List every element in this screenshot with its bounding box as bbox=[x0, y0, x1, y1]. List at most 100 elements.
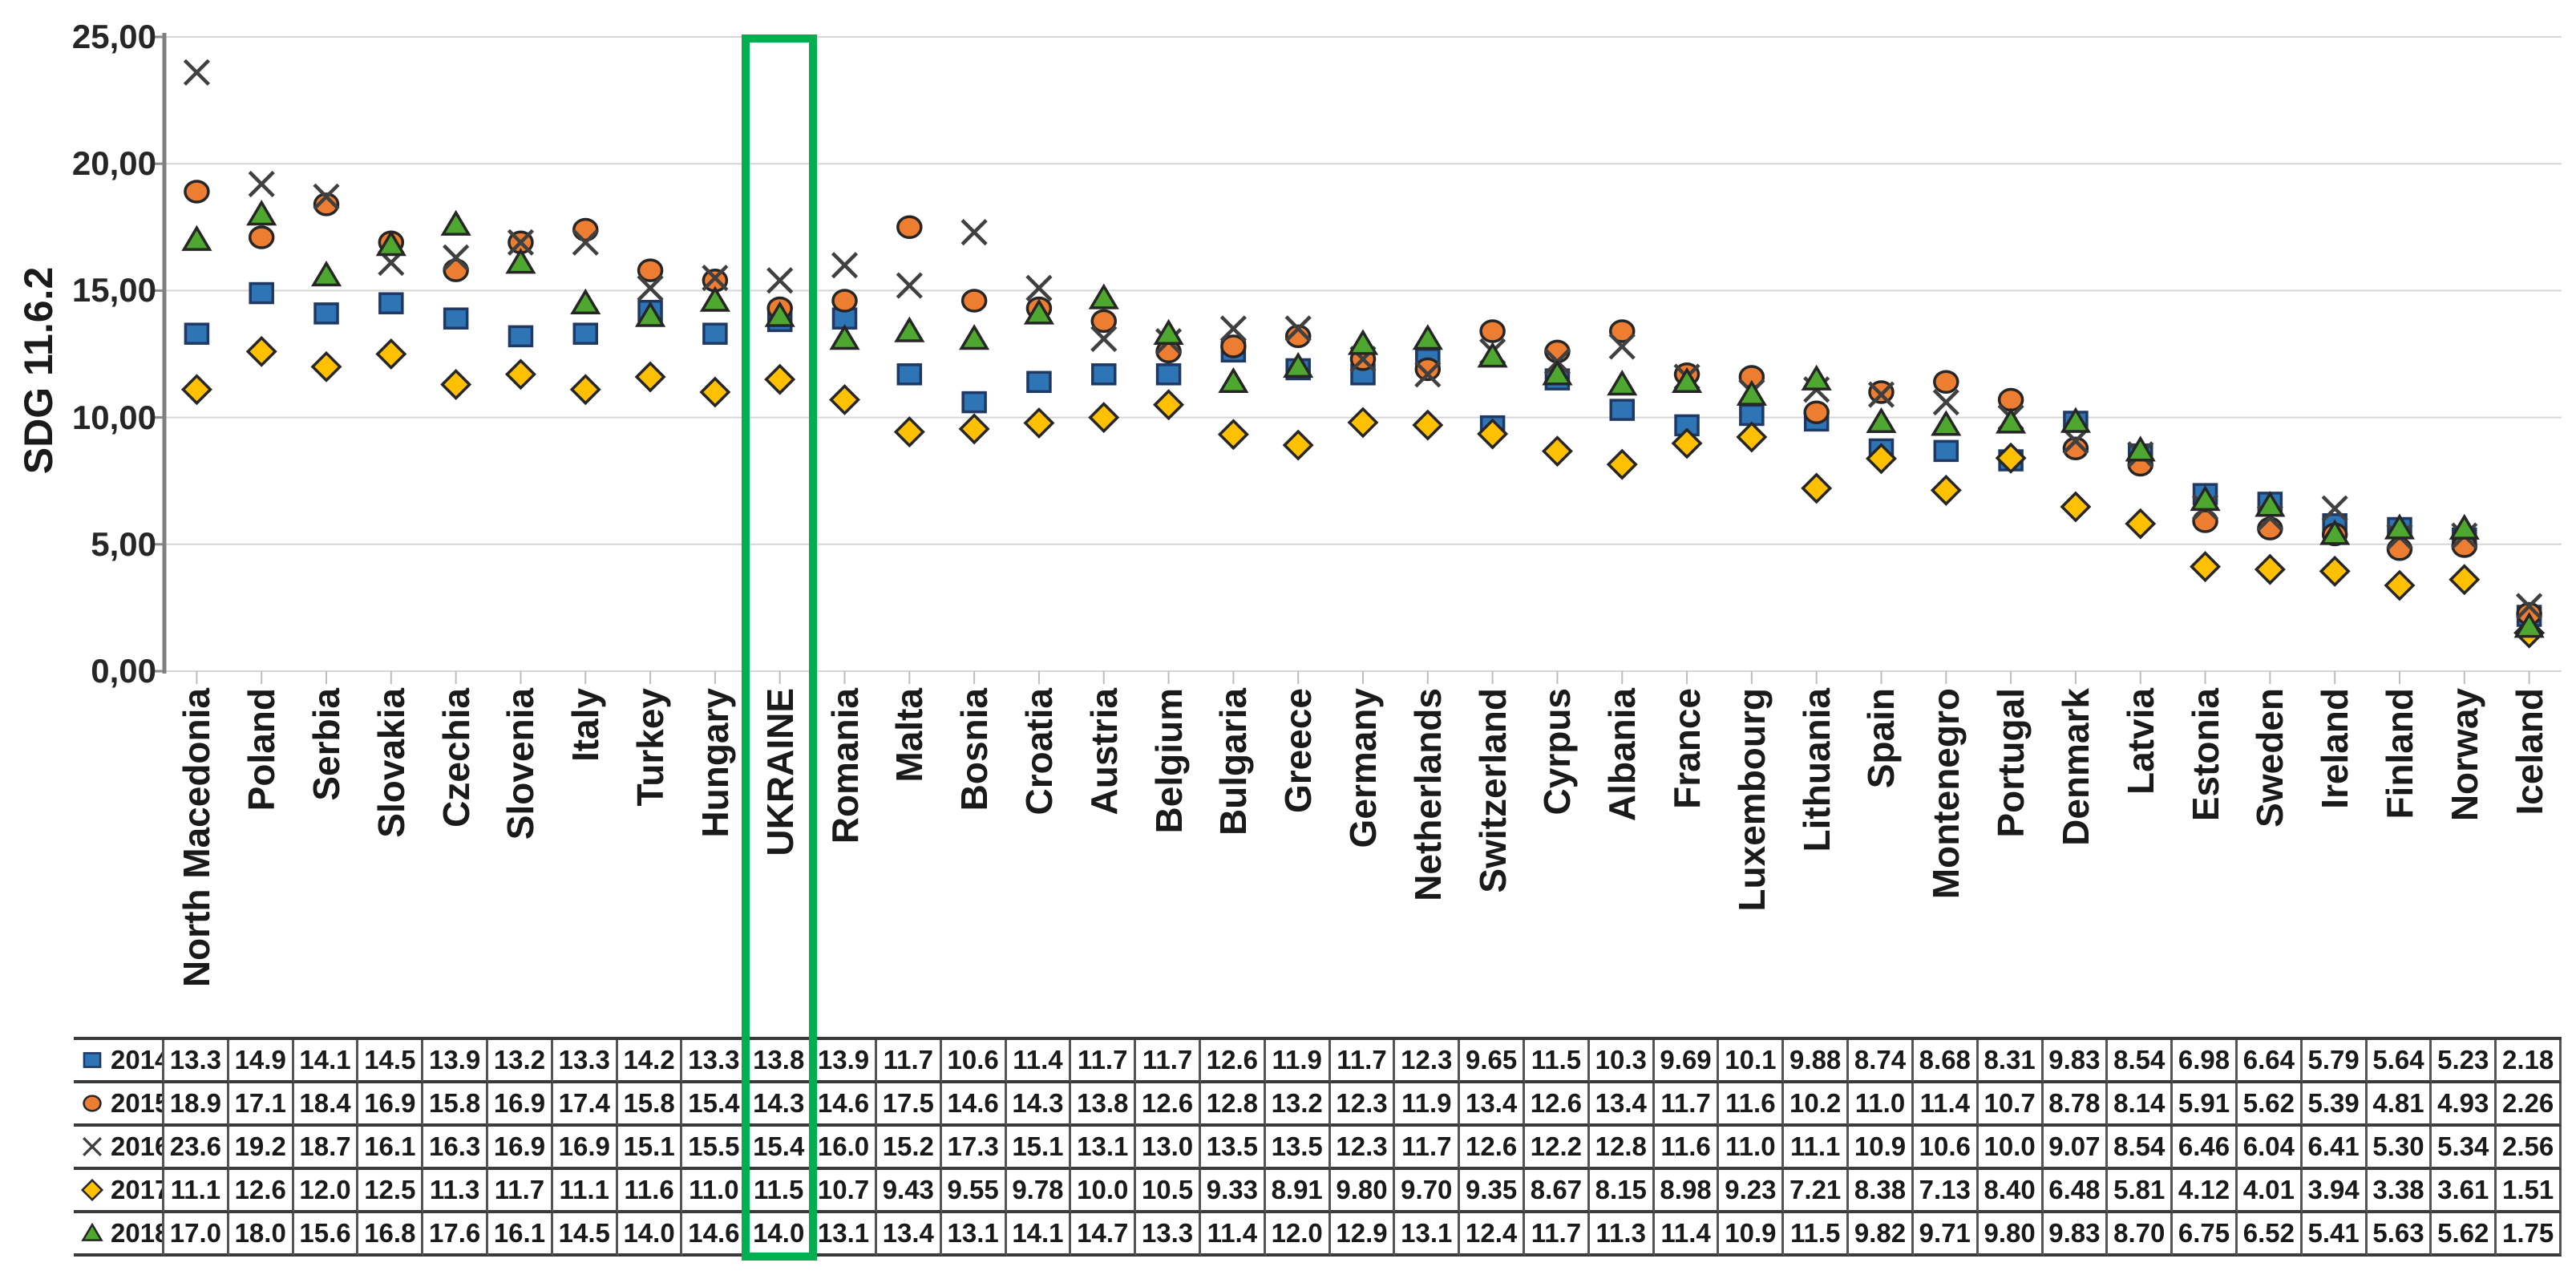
x-axis-label: Spain bbox=[1860, 688, 1903, 789]
table-cell: 11.7 bbox=[1654, 1083, 1720, 1127]
table-cell: 16.9 bbox=[358, 1083, 424, 1127]
y-tick-label: 15,00 bbox=[71, 271, 156, 310]
table-cell: 12.6 bbox=[1136, 1083, 1201, 1127]
table-cell: 8.67 bbox=[1525, 1170, 1590, 1213]
table-cell: 12.6 bbox=[1525, 1083, 1590, 1127]
table-cell: 17.6 bbox=[423, 1213, 489, 1257]
table-cell: 10.9 bbox=[1849, 1127, 1914, 1170]
y-tick-label: 20,00 bbox=[71, 144, 156, 183]
table-cell: 13.5 bbox=[1265, 1127, 1331, 1170]
table-cell: 11.5 bbox=[1784, 1213, 1850, 1257]
table-cell: 1.75 bbox=[2497, 1213, 2562, 1257]
table-cell: 12.9 bbox=[1330, 1213, 1396, 1257]
x-axis-label: Cyrpus bbox=[1536, 688, 1579, 816]
table-cell: 13.0 bbox=[1136, 1127, 1201, 1170]
x-axis-label: North Macedonia bbox=[176, 688, 218, 988]
table-cell: 6.48 bbox=[2043, 1170, 2109, 1213]
table-cell: 10.7 bbox=[812, 1170, 877, 1213]
legend-row-label: 2017 bbox=[74, 1170, 164, 1213]
y-tick-label: 0,00 bbox=[91, 652, 156, 690]
series-2018 bbox=[181, 200, 2545, 638]
table-cell: 16.0 bbox=[812, 1127, 877, 1170]
table-cell: 7.21 bbox=[1784, 1170, 1850, 1213]
series-2015 bbox=[184, 180, 2542, 626]
table-cell: 9.23 bbox=[1719, 1170, 1785, 1213]
x-axis-label: Greece bbox=[1277, 688, 1320, 814]
table-cell: 6.46 bbox=[2173, 1127, 2238, 1170]
x-axis-label: Portugal bbox=[1990, 688, 2032, 838]
table-cell: 5.41 bbox=[2302, 1213, 2368, 1257]
table-cell: 11.6 bbox=[1719, 1083, 1785, 1127]
table-cell: 11.7 bbox=[1395, 1127, 1461, 1170]
table-cell: 13.8 bbox=[747, 1040, 813, 1083]
table-cell: 14.6 bbox=[812, 1083, 877, 1127]
x-axis-label: Belgium bbox=[1147, 688, 1190, 834]
table-cell: 12.8 bbox=[1589, 1127, 1655, 1170]
table-cell: 11.0 bbox=[682, 1170, 748, 1213]
table-cell: 11.7 bbox=[1330, 1040, 1396, 1083]
x-legend-icon bbox=[83, 1137, 102, 1156]
table-cell: 9.55 bbox=[941, 1170, 1007, 1213]
table-cell: 13.2 bbox=[1265, 1083, 1331, 1127]
series-year-label: 2016 bbox=[111, 1131, 164, 1161]
table-cell: 16.9 bbox=[488, 1127, 553, 1170]
diamond-legend-icon bbox=[80, 1178, 104, 1202]
table-cell: 18.9 bbox=[164, 1083, 229, 1127]
table-cell: 13.4 bbox=[1460, 1083, 1526, 1127]
legend-row-label: 2015 bbox=[74, 1083, 164, 1127]
table-cell: 12.4 bbox=[1460, 1213, 1526, 1257]
table-cell: 14.6 bbox=[941, 1083, 1007, 1127]
table-cell: 13.8 bbox=[1071, 1083, 1137, 1127]
table-cell: 9.71 bbox=[1913, 1213, 1979, 1257]
table-cell: 11.3 bbox=[423, 1170, 489, 1213]
table-cell: 4.12 bbox=[2173, 1170, 2238, 1213]
table-cell: 6.04 bbox=[2237, 1127, 2303, 1170]
legend-row-label: 2018 bbox=[74, 1213, 164, 1257]
series-year-label: 2014 bbox=[111, 1045, 164, 1075]
table-cell: 18.0 bbox=[228, 1213, 294, 1257]
table-cell: 14.1 bbox=[1006, 1213, 1072, 1257]
triangle-legend-icon bbox=[81, 1222, 103, 1241]
table-cell: 15.8 bbox=[423, 1083, 489, 1127]
table-cell: 18.7 bbox=[293, 1127, 359, 1170]
legend-row-label: 2014 bbox=[74, 1040, 164, 1083]
table-cell: 8.91 bbox=[1265, 1170, 1331, 1213]
x-axis-label: France bbox=[1666, 688, 1709, 809]
x-axis-label: Italy bbox=[564, 688, 607, 763]
table-cell: 10.0 bbox=[1071, 1170, 1137, 1213]
table-cell: 10.9 bbox=[1719, 1213, 1785, 1257]
table-cell: 15.4 bbox=[682, 1083, 748, 1127]
table-cell: 11.1 bbox=[552, 1170, 618, 1213]
x-axis-label: UKRAINE bbox=[758, 688, 801, 856]
table-cell: 14.5 bbox=[358, 1040, 424, 1083]
table-cell: 13.3 bbox=[164, 1040, 229, 1083]
table-cell: 10.0 bbox=[1978, 1127, 2044, 1170]
table-cell: 11.7 bbox=[1525, 1213, 1590, 1257]
table-cell: 3.61 bbox=[2432, 1170, 2497, 1213]
table-cell: 9.07 bbox=[2043, 1127, 2109, 1170]
table-cell: 11.9 bbox=[1265, 1040, 1331, 1083]
table-cell: 13.1 bbox=[941, 1213, 1007, 1257]
table-cell: 12.3 bbox=[1330, 1127, 1396, 1170]
table-cell: 12.8 bbox=[1200, 1083, 1266, 1127]
table-cell: 5.39 bbox=[2302, 1083, 2368, 1127]
table-cell: 14.0 bbox=[747, 1213, 813, 1257]
y-tick-label: 5,00 bbox=[91, 524, 156, 563]
table-cell: 12.5 bbox=[358, 1170, 424, 1213]
table-cell: 5.62 bbox=[2432, 1213, 2497, 1257]
table-cell: 16.9 bbox=[488, 1083, 553, 1127]
x-axis-label: Germany bbox=[1342, 688, 1384, 848]
table-cell: 8.70 bbox=[2108, 1213, 2174, 1257]
table-cell: 17.0 bbox=[164, 1213, 229, 1257]
table-cell: 8.54 bbox=[2108, 1127, 2174, 1170]
table-cell: 8.54 bbox=[2108, 1040, 2174, 1083]
x-axis-label: Montenegro bbox=[1925, 688, 1967, 900]
table-cell: 15.4 bbox=[747, 1127, 813, 1170]
table-cell: 2.26 bbox=[2497, 1083, 2562, 1127]
table-cell: 8.38 bbox=[1849, 1170, 1914, 1213]
table-cell: 9.80 bbox=[1330, 1170, 1396, 1213]
table-cell: 14.1 bbox=[293, 1040, 359, 1083]
table-cell: 13.4 bbox=[1589, 1083, 1655, 1127]
